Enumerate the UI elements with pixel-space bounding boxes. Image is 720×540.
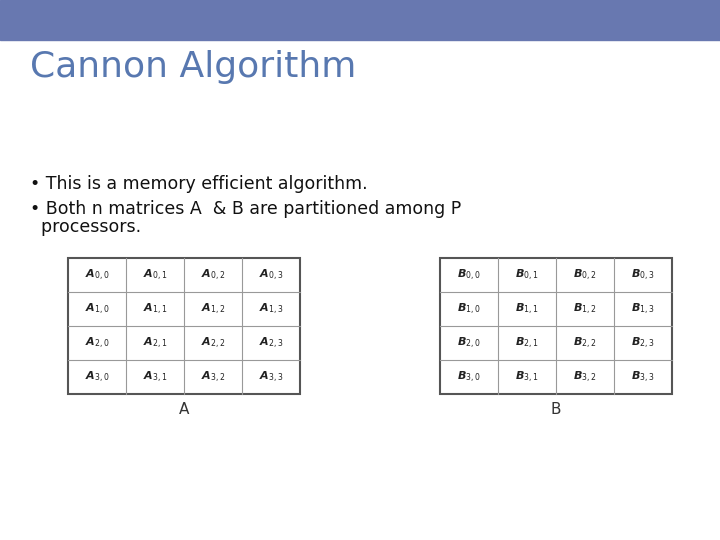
Text: $\boldsymbol{A}_{1,2}$: $\boldsymbol{A}_{1,2}$ — [201, 301, 225, 316]
Text: $\boldsymbol{A}_{2,1}$: $\boldsymbol{A}_{2,1}$ — [143, 335, 167, 350]
Text: $\boldsymbol{A}_{0,2}$: $\boldsymbol{A}_{0,2}$ — [201, 267, 225, 282]
Text: • Both n matrices A  & B are partitioned among P: • Both n matrices A & B are partitioned … — [30, 200, 462, 218]
Text: $\boldsymbol{B}_{2,1}$: $\boldsymbol{B}_{2,1}$ — [515, 335, 539, 350]
Bar — [440, 258, 672, 394]
Text: A: A — [179, 402, 189, 417]
Text: processors.: processors. — [30, 218, 141, 236]
Text: $\boldsymbol{B}_{1,2}$: $\boldsymbol{B}_{1,2}$ — [573, 301, 597, 316]
Text: $\boldsymbol{A}_{1,0}$: $\boldsymbol{A}_{1,0}$ — [85, 301, 109, 316]
Text: $\boldsymbol{A}_{1,1}$: $\boldsymbol{A}_{1,1}$ — [143, 301, 167, 316]
Text: $\boldsymbol{A}_{3,1}$: $\boldsymbol{A}_{3,1}$ — [143, 369, 167, 384]
Text: • This is a memory efficient algorithm.: • This is a memory efficient algorithm. — [30, 175, 368, 193]
Text: $\boldsymbol{B}_{0,2}$: $\boldsymbol{B}_{0,2}$ — [573, 267, 597, 282]
Text: $\boldsymbol{A}_{3,0}$: $\boldsymbol{A}_{3,0}$ — [85, 369, 109, 384]
Text: $\boldsymbol{B}_{1,3}$: $\boldsymbol{B}_{1,3}$ — [631, 301, 655, 316]
Text: $\boldsymbol{B}_{0,3}$: $\boldsymbol{B}_{0,3}$ — [631, 267, 655, 282]
Text: $\boldsymbol{A}_{0,0}$: $\boldsymbol{A}_{0,0}$ — [85, 267, 109, 282]
Text: Cannon Algorithm: Cannon Algorithm — [30, 50, 356, 84]
Text: $\boldsymbol{B}_{2,3}$: $\boldsymbol{B}_{2,3}$ — [631, 335, 655, 350]
Text: $\boldsymbol{A}_{1,3}$: $\boldsymbol{A}_{1,3}$ — [258, 301, 283, 316]
Text: $\boldsymbol{B}_{3,2}$: $\boldsymbol{B}_{3,2}$ — [573, 369, 597, 384]
Text: $\boldsymbol{B}_{1,1}$: $\boldsymbol{B}_{1,1}$ — [515, 301, 539, 316]
Text: $\boldsymbol{B}_{0,0}$: $\boldsymbol{B}_{0,0}$ — [457, 267, 481, 282]
Text: $\boldsymbol{A}_{0,3}$: $\boldsymbol{A}_{0,3}$ — [258, 267, 283, 282]
Text: $\boldsymbol{B}_{2,0}$: $\boldsymbol{B}_{2,0}$ — [457, 335, 481, 350]
Bar — [0, 0, 720, 40]
Text: $\boldsymbol{B}_{2,2}$: $\boldsymbol{B}_{2,2}$ — [573, 335, 597, 350]
Text: $\boldsymbol{A}_{0,1}$: $\boldsymbol{A}_{0,1}$ — [143, 267, 167, 282]
Text: $\boldsymbol{A}_{2,0}$: $\boldsymbol{A}_{2,0}$ — [85, 335, 109, 350]
Text: $\boldsymbol{B}_{0,1}$: $\boldsymbol{B}_{0,1}$ — [515, 267, 539, 282]
Text: $\boldsymbol{A}_{3,2}$: $\boldsymbol{A}_{3,2}$ — [201, 369, 225, 384]
Text: $\boldsymbol{B}_{3,3}$: $\boldsymbol{B}_{3,3}$ — [631, 369, 655, 384]
Text: $\boldsymbol{A}_{3,3}$: $\boldsymbol{A}_{3,3}$ — [258, 369, 283, 384]
Text: $\boldsymbol{B}_{1,0}$: $\boldsymbol{B}_{1,0}$ — [457, 301, 481, 316]
Text: $\boldsymbol{B}_{3,0}$: $\boldsymbol{B}_{3,0}$ — [457, 369, 481, 384]
Text: B: B — [551, 402, 562, 417]
Bar — [68, 258, 300, 394]
Text: $\boldsymbol{B}_{3,1}$: $\boldsymbol{B}_{3,1}$ — [515, 369, 539, 384]
Text: $\boldsymbol{A}_{2,2}$: $\boldsymbol{A}_{2,2}$ — [201, 335, 225, 350]
Text: $\boldsymbol{A}_{2,3}$: $\boldsymbol{A}_{2,3}$ — [258, 335, 283, 350]
